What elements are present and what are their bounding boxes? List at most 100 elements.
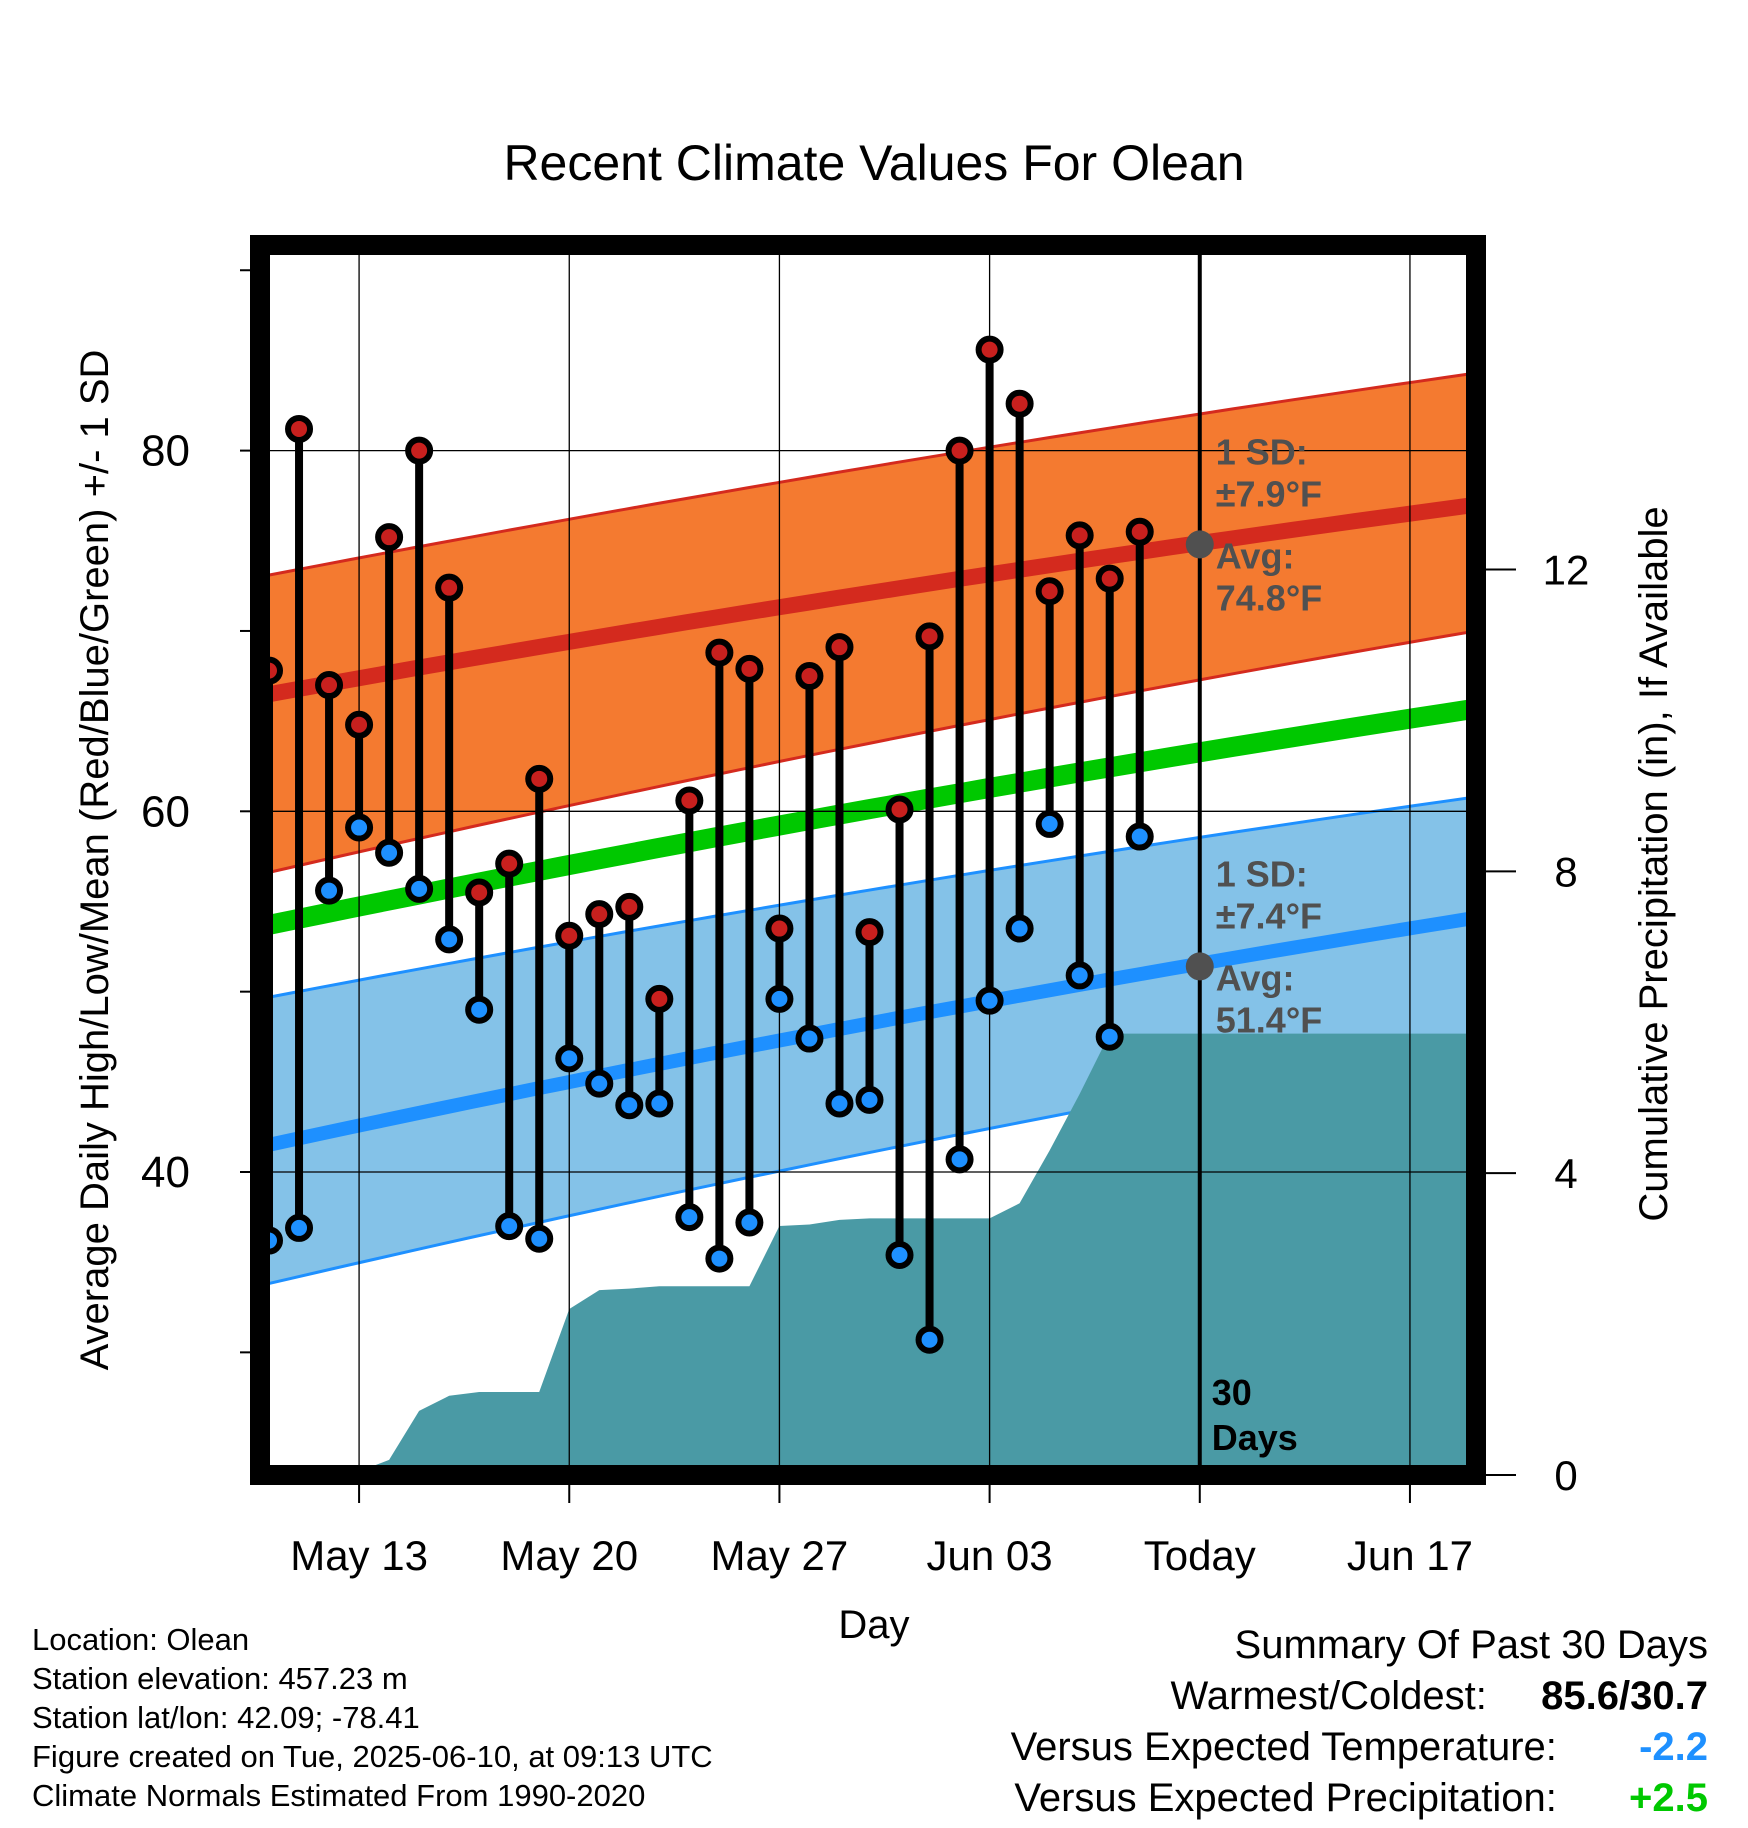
daily-high-point [615, 892, 644, 921]
daily-high-point [675, 786, 704, 815]
daily-high-point [825, 633, 854, 662]
today-days-label: Days [1212, 1417, 1298, 1458]
daily-high-point [795, 662, 824, 691]
daily-low-point [825, 1089, 854, 1118]
daily-low-point [1065, 961, 1094, 990]
daily-low-point [615, 1091, 644, 1120]
daily-low-point [975, 986, 1004, 1015]
y2-tick-label: 8 [1554, 848, 1577, 895]
daily-high-point [345, 710, 374, 739]
high-avg-point [1185, 530, 1214, 559]
daily-high-point [975, 335, 1004, 364]
temp-value: -2.2 [1639, 1725, 1708, 1769]
x-tick-label: Today [1144, 1532, 1256, 1579]
daily-low-point [1095, 1022, 1124, 1051]
high-sd-band [260, 373, 1476, 875]
daily-high-point [285, 414, 314, 443]
y-tick-label: 60 [141, 787, 190, 836]
daily-high-point [585, 900, 614, 929]
daily-high-point [885, 795, 914, 824]
low-sd-value: ±7.4°F [1216, 895, 1322, 936]
latlon-text: Station lat/lon: 42.09; -78.41 [32, 1700, 420, 1735]
daily-low-point [1005, 914, 1034, 943]
daily-low-point [555, 1044, 584, 1073]
normal-high-line [260, 496, 1476, 704]
daily-high-point [645, 984, 674, 1013]
daily-low-point [345, 813, 374, 842]
daily-low-point [285, 1213, 314, 1242]
daily-low-point [405, 874, 434, 903]
x-axis-title: Day [838, 1603, 909, 1647]
daily-high-point [705, 638, 734, 667]
precip-label: Versus Expected Precipitation: [1014, 1776, 1557, 1820]
daily-low-point [885, 1240, 914, 1269]
daily-high-point [495, 849, 524, 878]
normal-mean-line [260, 698, 1476, 937]
x-tick-label: May 27 [711, 1532, 849, 1579]
daily-high-point [1065, 521, 1094, 550]
daily-low-point [465, 995, 494, 1024]
daily-high-point [525, 764, 554, 793]
x-tick-label: May 13 [290, 1532, 428, 1579]
location-text: Location: Olean [32, 1622, 250, 1657]
chart-title: Recent Climate Values For Olean [503, 135, 1244, 191]
daily-low-point [585, 1069, 614, 1098]
daily-low-point [945, 1145, 974, 1174]
daily-low-point [675, 1203, 704, 1232]
daily-high-point [855, 918, 884, 947]
temp-label: Versus Expected Temperature: [1010, 1725, 1557, 1769]
summary-title: Summary Of Past 30 Days [1234, 1623, 1708, 1667]
high-sd-value: ±7.9°F [1216, 473, 1322, 514]
daily-low-point [705, 1244, 734, 1273]
daily-low-point [525, 1224, 554, 1253]
daily-low-point [765, 984, 794, 1013]
low-sd-label: 1 SD: [1216, 853, 1308, 894]
y2-tick-label: 4 [1554, 1150, 1577, 1197]
y-tick-label: 40 [141, 1148, 190, 1197]
warm-cold-value: 85.6/30.7 [1541, 1674, 1708, 1718]
daily-high-point [765, 914, 794, 943]
daily-low-point [1035, 809, 1064, 838]
y-tick-label: 80 [141, 427, 190, 476]
y-axis-title: Average Daily High/Low/Mean (Red/Blue/Gr… [73, 350, 117, 1371]
warm-cold-row: Warmest/Coldest: 85.6/30.7 [1011, 1671, 1709, 1722]
daily-low-point [435, 925, 464, 954]
daily-high-point [1005, 389, 1034, 418]
daily-high-point [1035, 577, 1064, 606]
daily-high-point [555, 921, 584, 950]
low-avg-point [1185, 952, 1214, 981]
high-sd-label: 1 SD: [1216, 431, 1308, 472]
plot-area [260, 245, 1476, 1475]
daily-high-point [945, 436, 974, 465]
daily-high-point [915, 622, 944, 651]
daily-low-point [315, 876, 344, 905]
daily-high-point [375, 523, 404, 552]
daily-high-point [465, 878, 494, 907]
high-sd-upper-edge [260, 371, 1476, 579]
y2-tick-label: 12 [1543, 546, 1590, 593]
y2-tick-label: 0 [1554, 1452, 1577, 1499]
x-tick-label: Jun 17 [1347, 1532, 1473, 1579]
high-sd-lower-edge [260, 629, 1476, 876]
warm-cold-label: Warmest/Coldest: [1170, 1674, 1487, 1718]
daily-high-point [1095, 564, 1124, 593]
station-info: Location: Olean Station elevation: 457.2… [32, 1620, 713, 1815]
low-sd-upper-edge [260, 795, 1476, 1001]
daily-high-point [1125, 517, 1154, 546]
elevation-text: Station elevation: 457.23 m [32, 1661, 408, 1696]
high-avg-label: Avg: [1216, 535, 1295, 576]
today-days-number: 30 [1212, 1372, 1252, 1413]
high-avg-value: 74.8°F [1216, 577, 1322, 618]
daily-low-point [495, 1212, 524, 1241]
precip-row: Versus Expected Precipitation: +2.5 [1011, 1773, 1708, 1824]
x-tick-label: May 20 [500, 1532, 638, 1579]
daily-low-point [375, 838, 404, 867]
x-tick-label: Jun 03 [927, 1532, 1053, 1579]
daily-high-point [405, 436, 434, 465]
summary-panel: Summary Of Past 30 Days Warmest/Coldest:… [1011, 1620, 1708, 1824]
daily-high-point [735, 654, 764, 683]
daily-high-point [315, 671, 344, 700]
plot-frame [250, 235, 1486, 1485]
daily-low-point [1125, 822, 1154, 851]
